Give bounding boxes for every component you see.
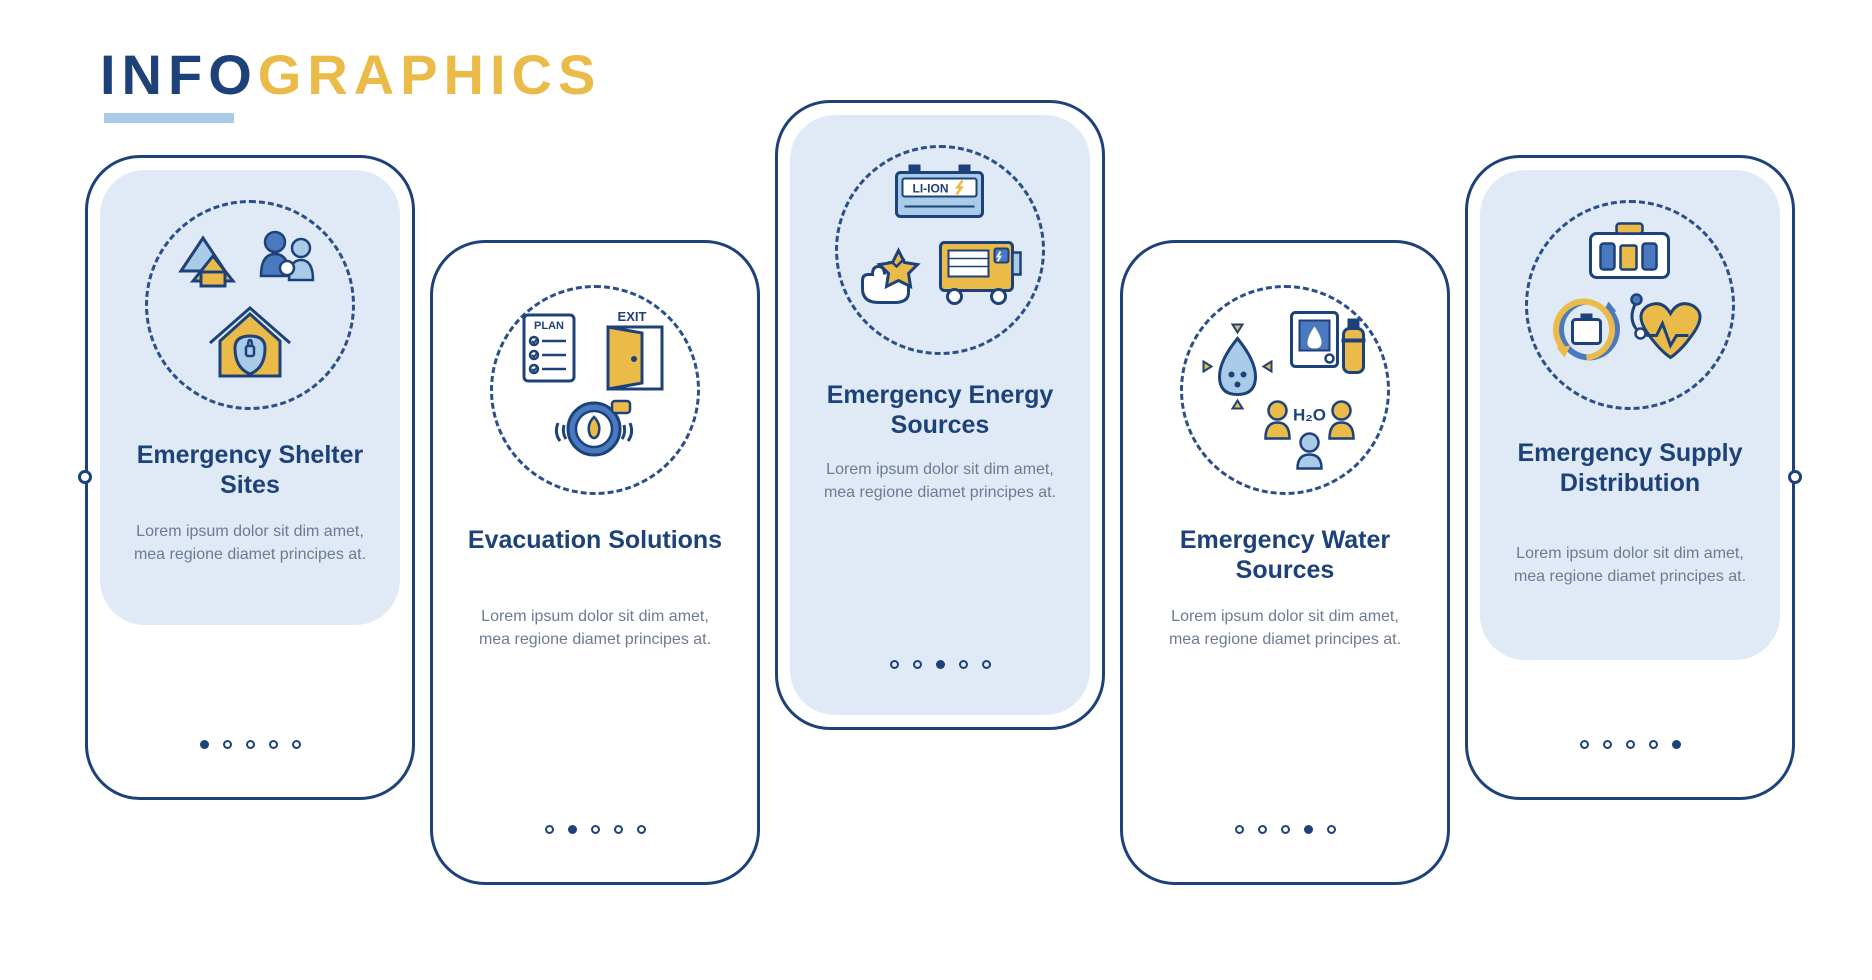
energy-icon: LI-ION — [853, 163, 1028, 338]
shelter-icon — [165, 220, 335, 390]
dot — [591, 825, 600, 834]
svg-text:PLAN: PLAN — [534, 320, 564, 332]
connector-nub-right — [1788, 470, 1802, 484]
card-energy-dots — [790, 660, 1090, 669]
dot — [1580, 740, 1589, 749]
evacuation-icon-wrap: PLAN EXIT — [490, 285, 700, 495]
card-water-title: Emergency Water Sources — [1155, 525, 1415, 585]
svg-text:LI-ION: LI-ION — [913, 182, 949, 196]
energy-icon-wrap: LI-ION — [835, 145, 1045, 355]
card-supply-title: Emergency Supply Distribution — [1500, 438, 1760, 498]
dot — [1281, 825, 1290, 834]
dot — [1672, 740, 1681, 749]
card-evacuation-dots — [445, 825, 745, 834]
dot — [913, 660, 922, 669]
dot — [223, 740, 232, 749]
card-evacuation-body: Lorem ipsum dolor sit dim amet, mea regi… — [465, 605, 725, 651]
shelter-icon-wrap — [145, 200, 355, 410]
dot — [1649, 740, 1658, 749]
title-part-1: INFO — [100, 43, 258, 106]
dot — [959, 660, 968, 669]
card-supply-dots — [1480, 740, 1780, 749]
card-water-body: Lorem ipsum dolor sit dim amet, mea regi… — [1155, 605, 1415, 651]
dot — [1235, 825, 1244, 834]
page-title: INFOGRAPHICS — [100, 42, 601, 107]
card-evacuation-title: Evacuation Solutions — [465, 525, 725, 555]
dot — [269, 740, 278, 749]
dot — [982, 660, 991, 669]
dot — [1327, 825, 1336, 834]
water-icon-wrap: H₂O — [1180, 285, 1390, 495]
connector-nub-left — [78, 470, 92, 484]
dot — [614, 825, 623, 834]
dot — [568, 825, 577, 834]
card-shelter-dots — [100, 740, 400, 749]
dot — [1626, 740, 1635, 749]
dot — [637, 825, 646, 834]
dot — [246, 740, 255, 749]
card-supply-body: Lorem ipsum dolor sit dim amet, mea regi… — [1500, 542, 1760, 588]
evacuation-icon: PLAN EXIT — [510, 305, 680, 475]
card-water-dots — [1135, 825, 1435, 834]
dot — [936, 660, 945, 669]
card-energy-title: Emergency Energy Sources — [810, 380, 1070, 440]
dot — [1258, 825, 1267, 834]
infographic-stage: Emergency Shelter Sites Lorem ipsum dolo… — [90, 100, 1790, 930]
dot — [292, 740, 301, 749]
water-icon: H₂O — [1198, 303, 1373, 478]
dot — [545, 825, 554, 834]
svg-text:EXIT: EXIT — [618, 309, 647, 324]
dot — [1304, 825, 1313, 834]
card-energy-body: Lorem ipsum dolor sit dim amet, mea regi… — [810, 458, 1070, 504]
card-shelter-body: Lorem ipsum dolor sit dim amet, mea regi… — [120, 520, 380, 566]
supply-icon — [1543, 218, 1718, 393]
svg-text:H₂O: H₂O — [1293, 406, 1326, 425]
card-shelter-title: Emergency Shelter Sites — [120, 440, 380, 500]
dot — [200, 740, 209, 749]
dot — [1603, 740, 1612, 749]
supply-icon-wrap — [1525, 200, 1735, 410]
title-part-2: GRAPHICS — [258, 43, 602, 106]
dot — [890, 660, 899, 669]
